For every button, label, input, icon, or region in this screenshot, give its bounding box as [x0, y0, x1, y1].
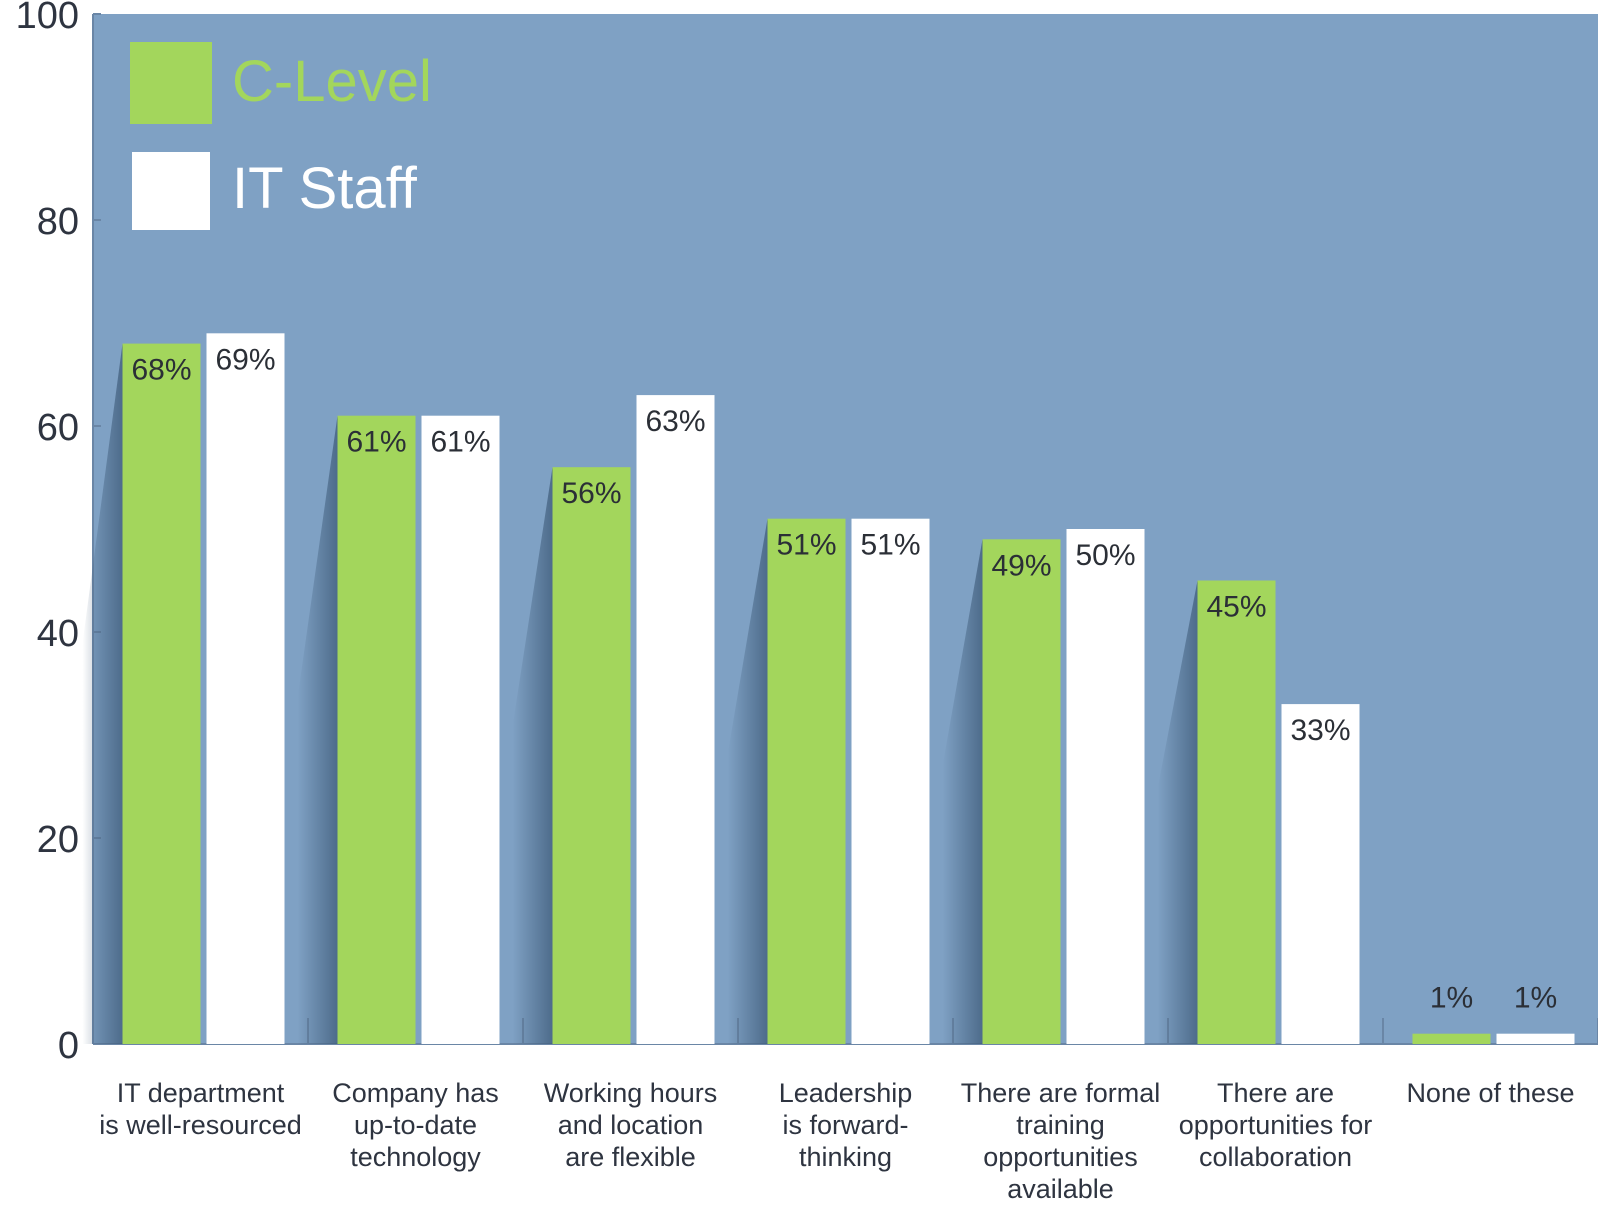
x-category-label: Company has up-to-date technology — [332, 1078, 499, 1172]
y-tick-label: 20 — [37, 819, 79, 861]
y-tick-label: 100 — [16, 0, 79, 37]
bar-clevel — [767, 518, 846, 1044]
bar-itstaff — [421, 415, 500, 1044]
x-category-label: IT department is well-resourced — [99, 1078, 302, 1140]
data-label-clevel: 68% — [131, 354, 191, 387]
bar-shadow — [1157, 580, 1198, 1044]
data-label-clevel: 1% — [1430, 982, 1473, 1015]
bar-clevel — [552, 467, 631, 1044]
legend-label-itstaff: IT Staff — [232, 156, 418, 221]
bar-itstaff — [1066, 529, 1145, 1044]
data-label-itstaff: 69% — [215, 343, 275, 376]
y-tick-label: 60 — [37, 407, 79, 449]
bar-clevel — [122, 343, 201, 1045]
data-label-clevel: 49% — [991, 549, 1051, 582]
data-label-itstaff: 50% — [1075, 539, 1135, 572]
x-category-label: There are opportunities for collaboratio… — [1178, 1078, 1373, 1172]
data-label-clevel: 56% — [561, 477, 621, 510]
data-label-itstaff: 33% — [1290, 714, 1350, 747]
bar-clevel — [1412, 1033, 1491, 1044]
x-category-label: Working hours and location are flexible — [543, 1078, 718, 1172]
data-label-itstaff: 61% — [430, 426, 490, 459]
bar-shadow — [512, 467, 553, 1044]
y-tick-label: 80 — [37, 201, 79, 243]
x-category-label: There are formal training opportunities … — [960, 1078, 1161, 1204]
bar-shadow — [942, 539, 983, 1044]
data-label-clevel: 61% — [346, 426, 406, 459]
bar-shadow — [727, 518, 768, 1044]
data-label-clevel: 51% — [776, 529, 836, 562]
data-label-itstaff: 1% — [1514, 982, 1557, 1015]
data-label-clevel: 45% — [1206, 591, 1266, 624]
bar-clevel — [982, 539, 1061, 1044]
bar-itstaff — [1496, 1033, 1575, 1044]
bar-shadow — [82, 343, 123, 1045]
x-category-label: Leadership is forward- thinking — [778, 1078, 913, 1172]
bar-shadow — [297, 415, 338, 1044]
bar-clevel — [1197, 580, 1276, 1044]
data-label-itstaff: 63% — [645, 405, 705, 438]
bar-itstaff — [206, 333, 285, 1044]
bar-itstaff — [636, 395, 715, 1045]
legend-label-clevel: C-Level — [232, 49, 432, 114]
legend-swatch-clevel — [130, 42, 212, 124]
bar-itstaff — [1281, 704, 1360, 1044]
y-tick-label: 0 — [58, 1025, 79, 1067]
bar-itstaff — [851, 518, 930, 1044]
data-label-itstaff: 51% — [860, 529, 920, 562]
bar-clevel — [337, 415, 416, 1044]
x-category-label: None of these — [1406, 1078, 1575, 1108]
y-tick-label: 40 — [37, 613, 79, 655]
legend-swatch-itstaff — [132, 152, 210, 230]
